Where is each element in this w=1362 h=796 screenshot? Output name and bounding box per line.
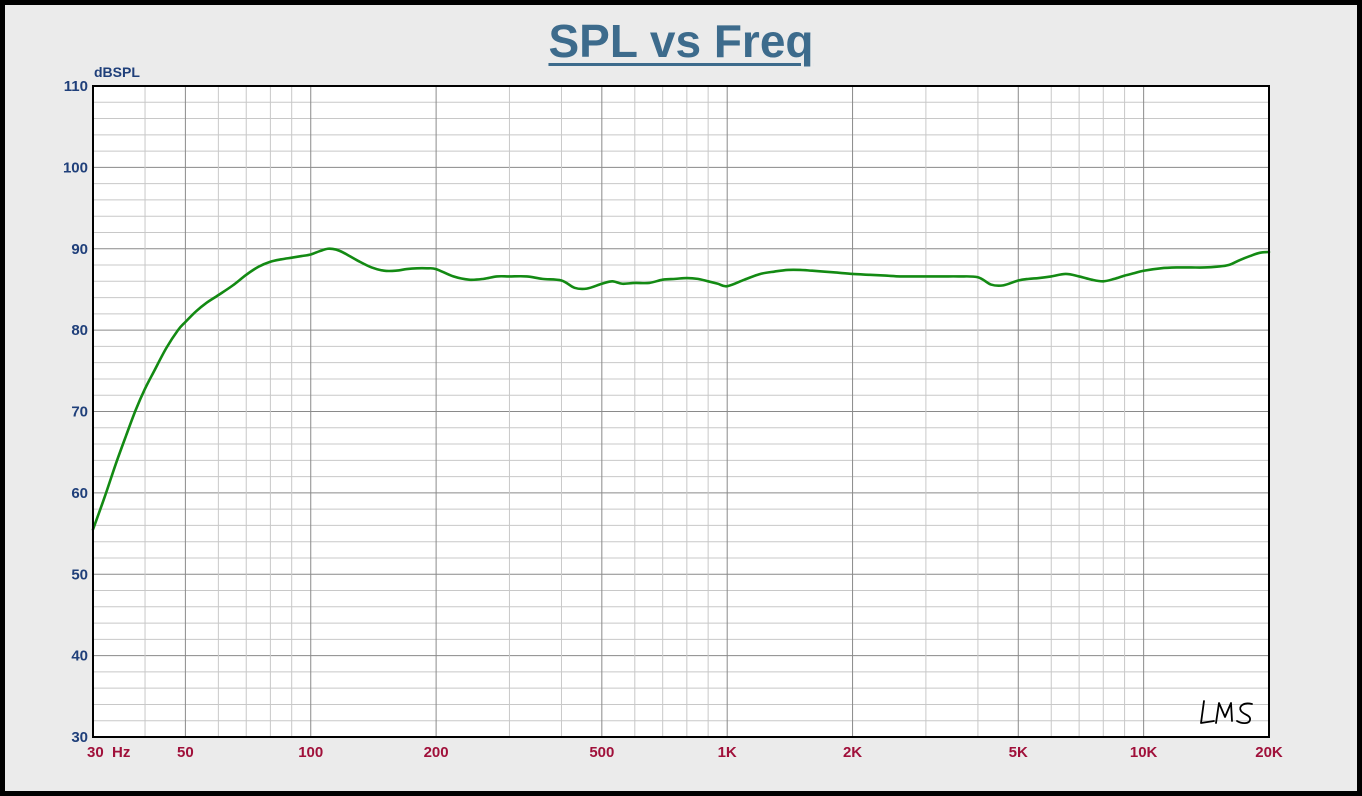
- y-tick-label: 70: [71, 404, 88, 421]
- y-tick-label: 50: [71, 566, 88, 583]
- spl-series-line: [91, 247, 1271, 531]
- x-tick-label: 30 Hz: [87, 744, 130, 761]
- grid-lines: [92, 85, 1270, 738]
- lms-logo: [1200, 700, 1253, 725]
- x-tick-label: 2K: [843, 744, 862, 761]
- y-tick-label: 90: [71, 241, 88, 258]
- plot-border: [92, 85, 1270, 738]
- y-tick-label: 110: [64, 78, 88, 95]
- x-tick-label: 50: [177, 744, 194, 761]
- x-tick-labels: 30 Hz 50 100 200 500 1K 2K 5K 10K 20K: [87, 744, 1283, 761]
- y-tick-label: 30: [71, 729, 88, 746]
- x-tick-label: 20K: [1255, 744, 1283, 761]
- series-group: [91, 247, 1271, 531]
- x-tick-label: 10K: [1130, 744, 1158, 761]
- y-tick-labels: 30 40 50 60 70 80 90 100 110: [63, 78, 88, 746]
- x-tick-label: 200: [424, 744, 449, 761]
- x-tick-label: 100: [298, 744, 323, 761]
- y-tick-label: 80: [71, 322, 88, 339]
- y-axis-label: dBSPL: [94, 64, 140, 80]
- x-tick-label: 1K: [718, 744, 737, 761]
- x-tick-label: 500: [589, 744, 614, 761]
- chart-title: SPL vs Freq: [548, 15, 814, 67]
- y-tick-label: 60: [71, 485, 88, 502]
- y-tick-label: 40: [71, 648, 88, 665]
- y-tick-label: 100: [63, 159, 88, 176]
- x-tick-label: 5K: [1009, 744, 1028, 761]
